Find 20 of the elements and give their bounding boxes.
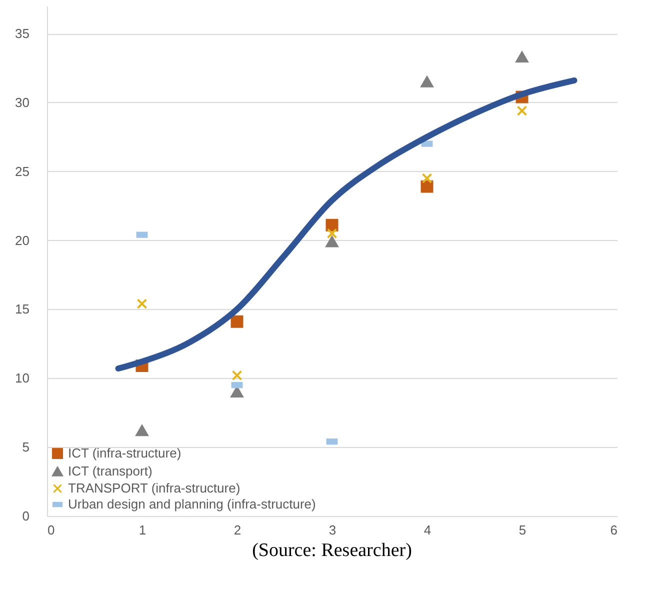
y-tick-label: 30 (15, 94, 30, 110)
legend-label: ICT (transport) (68, 464, 152, 478)
y-tick-label: 35 (15, 26, 30, 42)
x-tick-label: 5 (518, 522, 526, 538)
x-tick-label: 0 (48, 522, 55, 538)
legend-label: Urban design and planning (infra-structure) (68, 496, 316, 512)
y-tick-label: 10 (15, 370, 30, 386)
x-tick-label: 6 (610, 522, 618, 538)
y-tick-label: 20 (15, 232, 30, 248)
legend-label: ICT (infra-structure) (68, 446, 182, 460)
x-tick-label: 1 (138, 522, 146, 538)
text: (Source: Researcher) (252, 540, 412, 561)
y-tick-label: 5 (22, 440, 30, 455)
y-tick-label: 0 (22, 508, 30, 524)
y-tick-label: 25 (15, 164, 30, 179)
y-tick-label: 15 (15, 302, 30, 317)
x-tick-label: 2 (234, 522, 242, 538)
x-tick-label: 4 (424, 522, 432, 538)
legend-label: TRANSPORT (infra-structure) (68, 480, 240, 496)
x-tick-label: 3 (328, 522, 336, 538)
